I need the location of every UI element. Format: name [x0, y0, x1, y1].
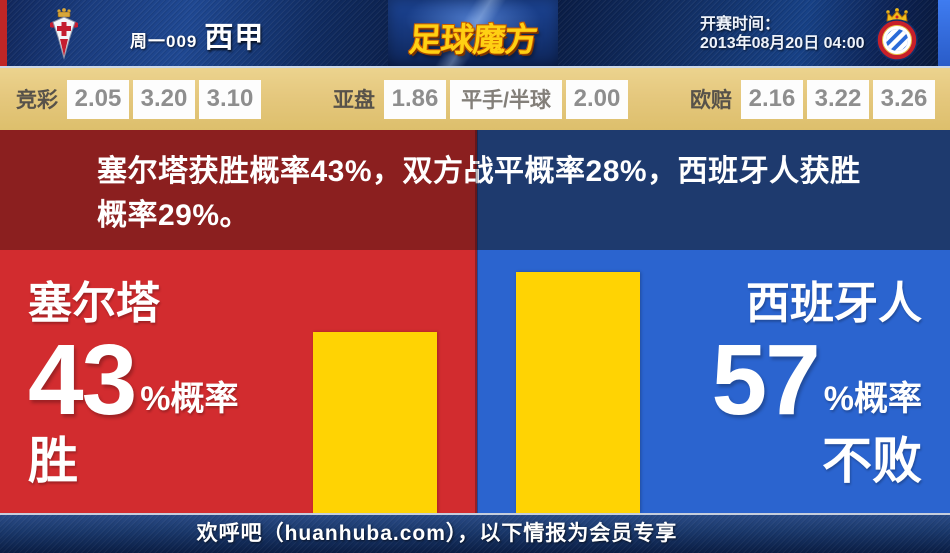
away-percent-suffix: %概率	[823, 380, 922, 418]
site-logo: 足球魔方	[407, 21, 539, 58]
espanyol-crest-icon	[872, 5, 922, 68]
odds-value-chip: 3.26	[873, 79, 935, 119]
odds-group-oupei: 欧赔 2.16 3.22 3.26	[690, 68, 935, 130]
match-code: 周一009	[130, 32, 198, 51]
odds-bar: 竞彩 2.05 3.20 3.10 亚盘 1.86 平手/半球 2.00 欧赔 …	[0, 68, 950, 130]
odds-group-yapan: 亚盘 1.86 平手/半球 2.00	[333, 68, 628, 130]
away-percent-value: 57	[711, 324, 821, 436]
home-prediction-block: 塞尔塔 43 %概率 胜	[28, 279, 239, 489]
kickoff-time: 2013年08月20日 04:00	[700, 35, 865, 52]
left-edge-stripe	[0, 0, 7, 66]
odds-value-chip: 3.10	[199, 79, 261, 119]
odds-label-oupei: 欧赔	[690, 89, 732, 112]
site-logo-panel: 足球魔方	[388, 0, 558, 66]
league-name: 西甲	[204, 22, 265, 54]
footer: 欢呼吧（huanhuba.com），以下情报为会员专享	[0, 515, 950, 553]
away-outcome-label: 不败	[822, 433, 922, 489]
odds-value-chip: 1.86	[384, 79, 446, 119]
away-prediction-block: 西班牙人 57 %概率 不败	[711, 279, 922, 489]
home-outcome-label: 胜	[28, 433, 78, 489]
home-percent-row: 43 %概率	[28, 324, 239, 436]
summary-line-2: 概率29%。	[97, 199, 251, 232]
kickoff-time-block: 开赛时间： 2013年08月20日 04:00	[700, 15, 865, 53]
odds-handicap-chip: 平手/半球	[450, 79, 562, 119]
footer-top-line	[0, 513, 950, 515]
away-percent-row: 57 %概率	[711, 324, 922, 436]
odds-value-chip: 3.20	[133, 79, 195, 119]
match-info: 周一009 西甲	[130, 14, 264, 56]
footer-text: 欢呼吧（huanhuba.com），以下情报为会员专享	[196, 522, 678, 545]
summary-line-1: 塞尔塔获胜概率43%，双方战平概率28%，西班牙人获胜	[97, 155, 861, 188]
kickoff-label: 开赛时间：	[700, 16, 781, 33]
away-team-name: 西班牙人	[746, 279, 922, 328]
home-percent-value: 43	[28, 324, 137, 436]
odds-value-chip: 2.16	[741, 79, 803, 119]
odds-group-jingcai: 竞彩 2.05 3.20 3.10	[16, 68, 261, 130]
celta-crest-icon	[47, 7, 81, 66]
odds-value-chip: 3.22	[807, 79, 869, 119]
header-separator	[0, 66, 950, 68]
odds-value-chip: 2.00	[566, 79, 628, 119]
probability-summary: 塞尔塔获胜概率43%，双方战平概率28%，西班牙人获胜 概率29%。	[97, 150, 887, 238]
home-probability-bar	[313, 332, 437, 513]
header: 周一009 西甲 足球魔方 开赛时间： 2013年08月20日 04:00	[0, 0, 950, 66]
home-team-name: 塞尔塔	[28, 279, 160, 328]
odds-label-yapan: 亚盘	[333, 89, 375, 112]
odds-label-jingcai: 竞彩	[16, 89, 58, 112]
away-probability-bar	[516, 272, 640, 513]
summary-banner-blue-half	[477, 130, 950, 250]
right-edge-stripe	[938, 0, 950, 66]
summary-banner-red-half	[0, 130, 477, 250]
home-percent-suffix: %概率	[140, 380, 239, 418]
panel-divider	[475, 130, 478, 514]
odds-value-chip: 2.05	[67, 79, 129, 119]
